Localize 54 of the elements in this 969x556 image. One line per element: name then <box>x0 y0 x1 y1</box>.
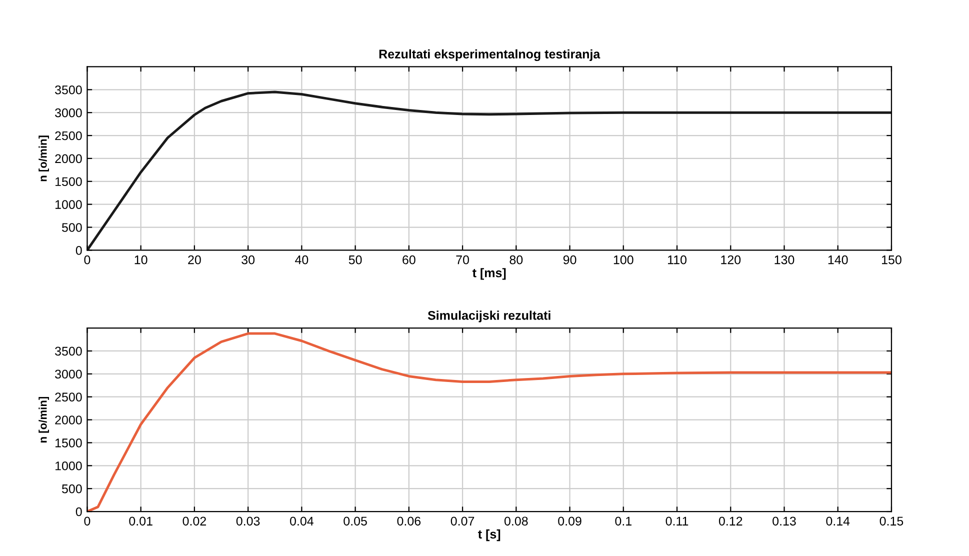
chart-title: Rezultati eksperimentalnog testiranja <box>379 49 600 62</box>
y-tick-label: 1000 <box>55 461 82 470</box>
x-tick-label: 110 <box>668 255 686 264</box>
y-axis-title: n [o/min] <box>38 136 49 182</box>
chart-title: Simulacijski rezultati <box>428 310 550 322</box>
x-axis-title: t [s] <box>478 529 500 542</box>
x-axis-title: t [ms] <box>472 268 506 280</box>
x-tick-label: 100 <box>614 255 634 264</box>
y-tick-label: 3500 <box>55 85 82 94</box>
y-tick-label: 0 <box>76 246 82 255</box>
x-tick-label: 0.05 <box>344 516 367 526</box>
x-tick-label: 0.04 <box>290 516 314 526</box>
x-tick-label: 20 <box>188 255 201 264</box>
y-tick-label: 1500 <box>55 438 82 448</box>
x-tick-label: 0.01 <box>129 516 152 526</box>
x-tick-label: 0.14 <box>826 516 850 526</box>
x-tick-label: 150 <box>882 255 902 264</box>
x-tick-label: 0.12 <box>718 516 742 526</box>
x-tick-label: 140 <box>828 255 848 264</box>
x-tick-label: 0.15 <box>880 516 904 526</box>
x-tick-label: 0.07 <box>450 516 474 526</box>
x-tick-label: 130 <box>774 255 794 264</box>
x-tick-label: 120 <box>721 255 741 264</box>
x-tick-label: 0.03 <box>236 516 260 526</box>
y-tick-label: 1500 <box>55 177 82 186</box>
x-tick-label: 0.11 <box>666 516 688 526</box>
x-tick-label: 50 <box>348 255 362 264</box>
x-tick-label: 90 <box>563 255 576 264</box>
x-tick-label: 0.09 <box>558 516 582 526</box>
y-tick-label: 0 <box>76 507 82 516</box>
x-tick-label: 80 <box>510 255 523 264</box>
y-tick-label: 1000 <box>55 200 82 209</box>
x-tick-label: 30 <box>242 255 255 264</box>
x-tick-label: 0 <box>84 516 90 526</box>
y-tick-label: 500 <box>62 484 82 494</box>
y-axis-title: n [o/min] <box>38 396 49 442</box>
y-tick-label: 2500 <box>55 131 82 140</box>
x-tick-label: 0.06 <box>397 516 421 526</box>
y-tick-label: 3000 <box>55 370 82 379</box>
y-tick-label: 2000 <box>55 154 82 164</box>
x-tick-label: 0.08 <box>504 516 528 526</box>
x-tick-label: 10 <box>134 255 148 264</box>
y-tick-label: 3000 <box>55 108 82 118</box>
y-tick-label: 2500 <box>55 392 82 402</box>
y-tick-label: 2000 <box>55 416 82 424</box>
x-tick-label: 0 <box>84 255 90 264</box>
x-tick-label: 0.02 <box>182 516 206 526</box>
y-tick-label: 500 <box>62 223 82 232</box>
x-tick-label: 40 <box>295 255 308 264</box>
x-tick-label: 0.13 <box>772 516 796 526</box>
y-tick-label: 3500 <box>55 346 82 356</box>
x-tick-label: 0.1 <box>615 516 632 526</box>
x-tick-label: 70 <box>456 255 469 264</box>
x-tick-label: 60 <box>402 255 416 264</box>
